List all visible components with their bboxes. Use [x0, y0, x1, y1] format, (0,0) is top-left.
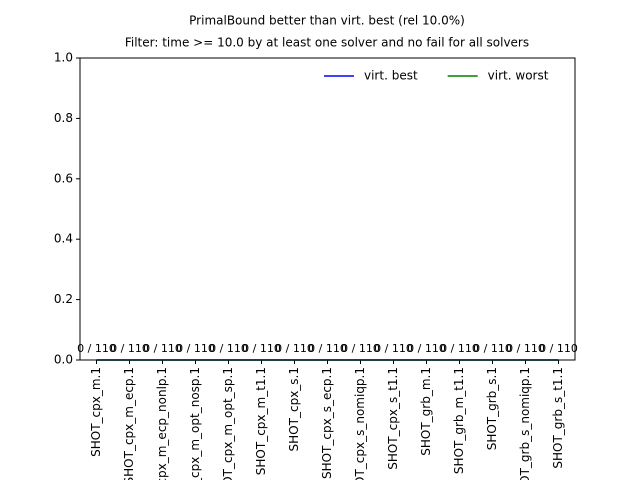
y-tick-label: 0.8	[54, 111, 73, 125]
value-label: 0 / 110	[242, 342, 281, 355]
value-label: 0 / 110	[176, 342, 215, 355]
plot-frame	[79, 57, 576, 361]
value-label: 0 / 110	[473, 342, 512, 355]
x-tick-label: SHOT_grb_m_t1.1	[452, 367, 466, 474]
value-label: 0 / 110	[110, 342, 149, 355]
value-label: 0 / 110	[374, 342, 413, 355]
value-label: 0 / 110	[209, 342, 248, 355]
x-tick-label: SHOT_grb_s_nomiqp.1	[518, 367, 532, 480]
value-label: 0 / 110	[539, 342, 578, 355]
value-label: 0 / 110	[77, 342, 116, 355]
value-label: 0 / 110	[440, 342, 479, 355]
legend-label: virt. best	[364, 69, 418, 83]
y-tick-label: 0.0	[54, 353, 73, 367]
y-tick-label: 1.0	[54, 51, 73, 65]
value-label: 0 / 110	[341, 342, 380, 355]
legend-label: virt. worst	[488, 69, 549, 83]
x-tick-label: SHOT_cpx_s_ecp.1	[320, 367, 334, 479]
x-tick-label: SHOT_cpx_m_opt_sp.1	[221, 367, 235, 480]
chart-subtitle: Filter: time >= 10.0 by at least one sol…	[125, 36, 529, 50]
value-label: 0 / 110	[308, 342, 347, 355]
x-tick-label: SHOT_grb_m.1	[419, 367, 433, 456]
x-tick-label: SHOT_cpx_m_opt_nosp.1	[188, 367, 202, 480]
value-label: 0 / 110	[143, 342, 182, 355]
value-label: 0 / 110	[506, 342, 545, 355]
x-tick-label: SHOT_cpx_s_t1.1	[386, 367, 400, 470]
x-tick-label: SHOT_cpx_m_ecp.1	[122, 367, 136, 480]
x-tick-label: SHOT_cpx_s.1	[287, 367, 301, 451]
value-label: 0 / 110	[275, 342, 314, 355]
y-tick-label: 0.6	[54, 171, 73, 185]
y-tick-label: 0.2	[54, 292, 73, 306]
x-tick-label: SHOT_grb_s.1	[485, 367, 499, 450]
y-tick-label: 0.4	[54, 232, 73, 246]
x-tick-label: SHOT_grb_s_t1.1	[551, 367, 565, 469]
x-tick-label: SHOT_cpx_m_ecp_nonlp.1	[155, 367, 169, 480]
x-tick-label: SHOT_cpx_s_nomiqp.1	[353, 367, 367, 480]
x-tick-label: SHOT_cpx_m.1	[89, 367, 103, 457]
value-label: 0 / 110	[407, 342, 446, 355]
x-tick-label: SHOT_cpx_m_t1.1	[254, 367, 268, 475]
chart-title: PrimalBound better than virt. best (rel …	[189, 14, 465, 28]
